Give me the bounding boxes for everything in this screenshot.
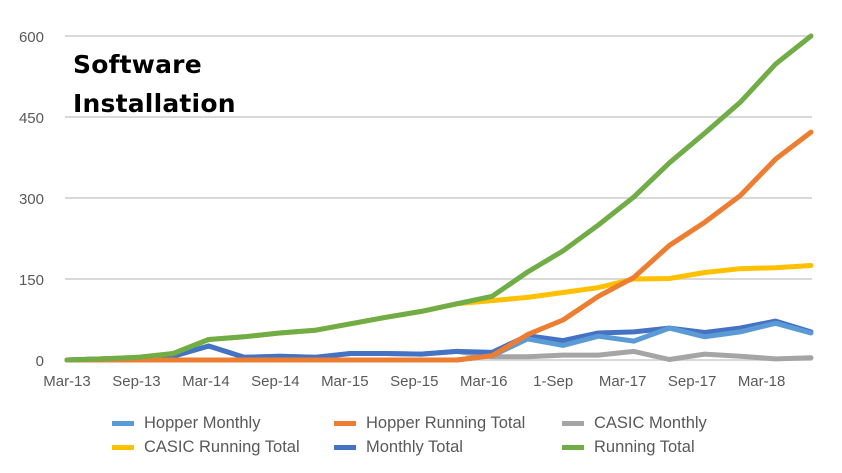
chart-title-line-1: Software (73, 50, 202, 79)
legend-swatch (562, 421, 584, 426)
y-tick-label: 450 (19, 110, 44, 127)
legend-swatch (562, 445, 584, 450)
y-tick-label: 0 (36, 353, 44, 370)
legend-item-monthly-total[interactable]: Monthly Total (334, 438, 463, 457)
series-line-hopper-running-total (64, 129, 814, 363)
legend-label: CASIC Running Total (144, 438, 300, 456)
legend-swatch (334, 445, 356, 450)
x-tick-label: Mar-13 (43, 373, 91, 390)
x-tick-label: Mar-15 (321, 373, 369, 390)
series-line-running-total (64, 33, 814, 363)
x-tick-label: Sep-15 (390, 373, 438, 390)
x-tick-label: Mar-17 (599, 373, 647, 390)
x-tick-label: Sep-17 (668, 373, 716, 390)
x-tick-label: 1-Sep (533, 373, 573, 390)
x-tick-label: Sep-13 (112, 373, 160, 390)
legend-item-casic-monthly[interactable]: CASIC Monthly (562, 414, 707, 433)
legend-item-hopper-running-total[interactable]: Hopper Running Total (334, 414, 525, 433)
x-axis-tick-labels: Mar-13 Sep-13 Mar-14 Sep-14 Mar-15 Sep-15 Mar-… (43, 373, 785, 390)
legend-item-casic-running-total[interactable]: CASIC Running Total (112, 438, 300, 457)
legend-label: CASIC Monthly (594, 414, 707, 432)
legend-swatch (334, 421, 356, 426)
x-tick-label: Mar-18 (738, 373, 786, 390)
legend-label: Monthly Total (366, 438, 463, 456)
y-tick-label: 150 (19, 272, 44, 289)
legend-swatch (112, 445, 134, 450)
chart-title-line-2: Installation (73, 89, 236, 118)
y-tick-label: 600 (19, 29, 44, 46)
x-tick-label: Mar-16 (460, 373, 508, 390)
series-lines (64, 33, 814, 363)
gridlines (65, 35, 812, 361)
y-tick-label: 300 (19, 191, 44, 208)
x-tick-label: Sep-14 (251, 373, 299, 390)
y-axis-tick-labels: 0 150 300 450 600 (19, 29, 44, 370)
x-tick-label: Mar-14 (182, 373, 230, 390)
legend-item-hopper-monthly[interactable]: Hopper Monthly (112, 414, 260, 433)
chart-title: Software Installation (73, 45, 236, 123)
legend-swatch (112, 421, 134, 426)
legend-label: Running Total (594, 438, 695, 456)
legend-label: Hopper Running Total (366, 414, 526, 432)
legend-item-running-total[interactable]: Running Total (562, 438, 695, 457)
legend-label: Hopper Monthly (144, 414, 261, 432)
